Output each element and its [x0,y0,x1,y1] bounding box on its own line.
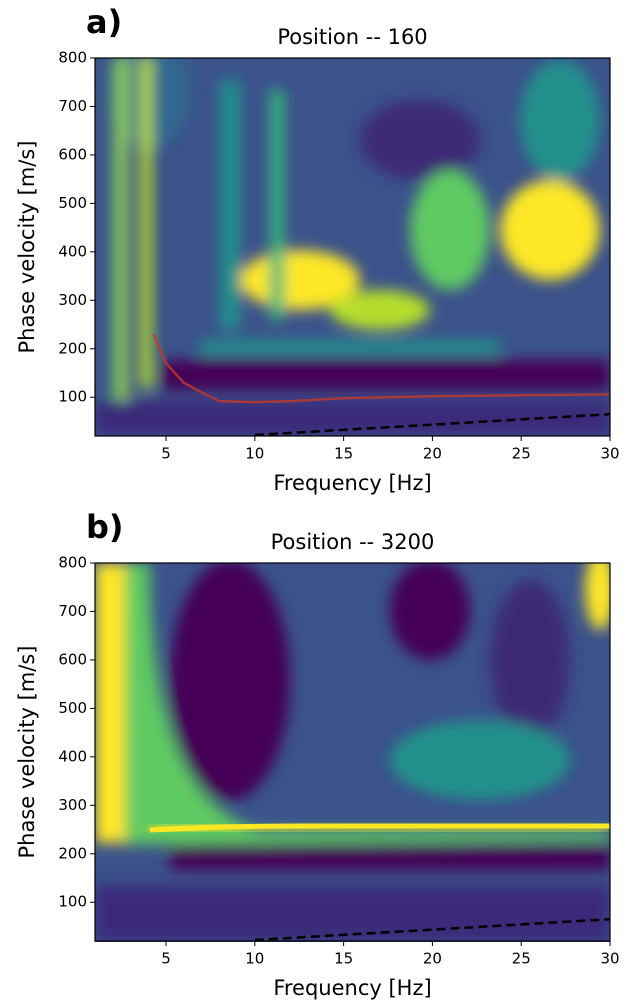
x-tick-label: 10 [245,950,264,968]
dispersion-line [254,412,610,436]
y-axis-label: Phase velocity [m/s] [15,141,39,354]
y-tick-label: 100 [58,893,87,911]
dispersion-line [152,333,610,404]
plot-frame [94,562,611,942]
y-tick-label: 100 [58,388,87,406]
y-tick-label: 600 [58,145,87,163]
y-tick-label: 400 [58,242,87,260]
x-tick-label: 25 [512,950,531,968]
x-tick-label: 30 [600,445,619,463]
y-tick-label: 600 [58,650,87,668]
y-tick-label: 800 [58,49,87,67]
x-axis-label: Frequency [Hz] [273,976,431,1000]
x-tick-label: 15 [334,445,353,463]
y-tick-label: 700 [58,97,87,115]
chart-title: Position -- 160 [277,25,427,49]
x-tick-label: 20 [423,445,442,463]
panel-label: b) [86,508,124,546]
x-tick-label: 20 [423,950,442,968]
y-tick-label: 800 [58,554,87,572]
y-tick-label: 300 [58,291,87,309]
x-tick-label: 5 [161,445,171,463]
y-axis-label: Phase velocity [m/s] [15,646,39,859]
heatmap-a [95,58,610,436]
panel-label: a) [86,3,122,41]
y-tick-label: 500 [58,699,87,717]
dispersion-line [254,917,610,942]
x-tick-label: 15 [334,950,353,968]
y-tick-label: 400 [58,747,87,765]
heatmap-b [95,563,610,942]
plot-frame [94,57,611,437]
y-tick-label: 500 [58,194,87,212]
x-tick-label: 10 [245,445,264,463]
x-tick-label: 25 [512,445,531,463]
y-tick-label: 300 [58,796,87,814]
y-tick-label: 700 [58,602,87,620]
y-tick-label: 200 [58,844,87,862]
x-axis-label: Frequency [Hz] [273,471,431,495]
x-tick-label: 5 [161,950,171,968]
y-tick-label: 200 [58,339,87,357]
x-tick-label: 30 [600,950,619,968]
chart-title: Position -- 3200 [271,530,435,554]
